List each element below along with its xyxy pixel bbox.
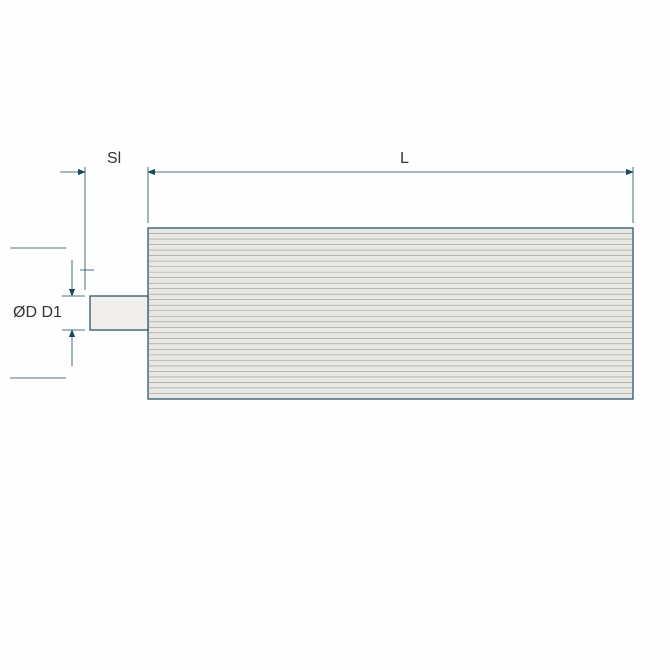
length-label: L [400,150,409,168]
stub-rect [90,296,148,330]
body-rect [148,228,633,399]
technical-drawing [0,0,670,670]
diameter-label: ØD D1 [13,304,62,322]
sl-label: Sl [107,150,121,168]
